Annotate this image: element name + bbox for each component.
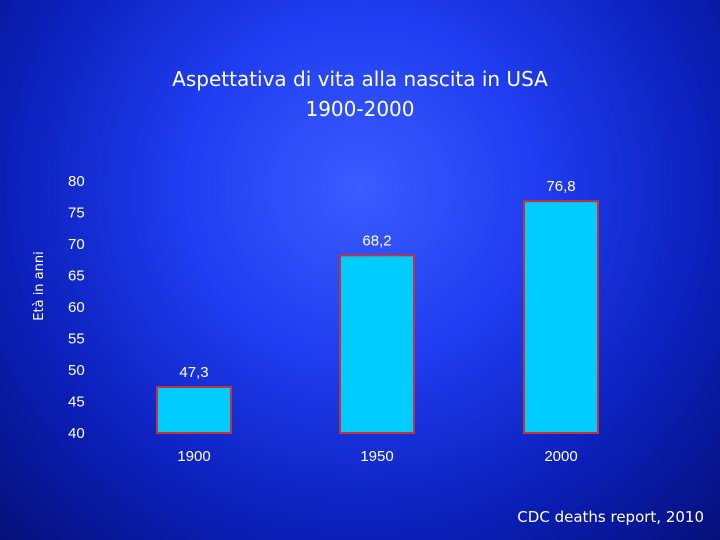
data-label-1950: 68,2 (362, 232, 391, 249)
y-tick-label: 50 (68, 362, 85, 379)
y-tick-label: 70 (68, 236, 85, 253)
y-axis-label: Età in anni (32, 251, 47, 320)
y-tick-label: 60 (68, 299, 85, 316)
chart-title-line-2: 1900-2000 (305, 97, 414, 121)
y-tick-label: 55 (68, 331, 85, 348)
bars (156, 200, 599, 435)
data-label-1900: 47,3 (179, 364, 208, 381)
data-labels: 47,3 68,2 76,8 (179, 178, 575, 381)
bar-2000 (523, 200, 599, 434)
data-label-2000: 76,8 (546, 178, 575, 195)
bar-1900 (156, 386, 232, 435)
y-tick-label: 45 (68, 394, 85, 411)
x-category-1900: 1900 (177, 448, 210, 465)
y-tick-label: 65 (68, 268, 85, 285)
bar-1950 (339, 254, 415, 434)
y-axis-ticks: 40 45 50 55 60 65 70 75 80 (68, 173, 85, 442)
y-tick-label: 75 (68, 205, 85, 222)
y-tick-label: 40 (68, 425, 85, 442)
x-category-2000: 2000 (544, 448, 577, 465)
x-category-1950: 1950 (360, 448, 393, 465)
y-tick-label: 80 (68, 173, 85, 190)
chart-title-line-1: Aspettativa di vita alla nascita in USA (172, 67, 548, 91)
source-note: CDC deaths report, 2010 (517, 508, 704, 526)
x-axis-categories: 1900 1950 2000 (177, 448, 577, 465)
